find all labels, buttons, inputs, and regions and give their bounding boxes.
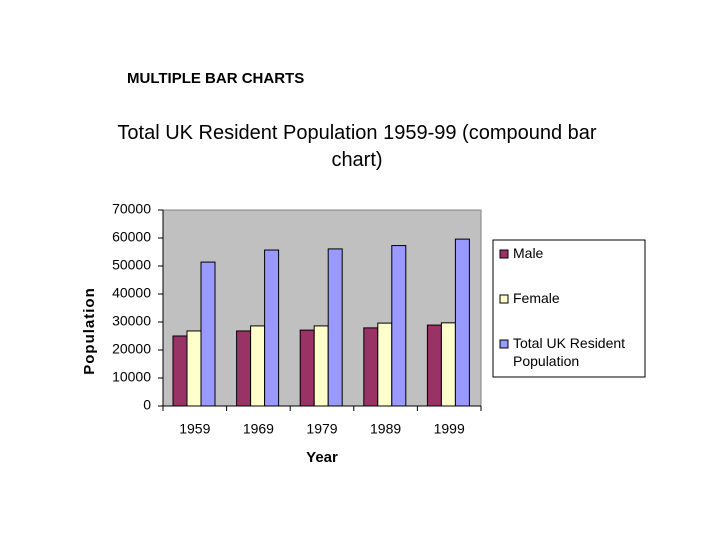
y-tick-label: 50000: [112, 257, 151, 273]
x-tick-label: 1969: [243, 421, 274, 437]
heading: MULTIPLE BAR CHARTS: [127, 70, 305, 87]
bar: [236, 330, 252, 407]
bar: [172, 335, 188, 407]
y-tick-label: 20000: [112, 341, 151, 357]
y-tick-label: 0: [143, 397, 151, 413]
bar: [377, 322, 393, 407]
y-axis-label: Population: [81, 287, 98, 375]
x-tick-label: 1979: [306, 421, 337, 437]
bar: [264, 249, 280, 407]
bar: [313, 325, 329, 407]
legend-box: [492, 239, 646, 378]
bar: [454, 238, 470, 407]
bar: [200, 261, 216, 407]
legend-swatch: [499, 339, 509, 349]
bar: [327, 248, 343, 407]
x-tick-label: 1999: [434, 421, 465, 437]
legend-label: Female: [513, 290, 560, 306]
y-tick-label: 30000: [112, 313, 151, 329]
legend-swatch: [499, 249, 509, 259]
legend-label: Total UK Resident Population: [513, 335, 626, 369]
bar: [186, 330, 202, 407]
x-axis-label: Year: [306, 449, 338, 466]
y-tick-label: 10000: [112, 369, 151, 385]
legend-swatch: [499, 294, 509, 304]
x-tick-label: 1959: [179, 421, 210, 437]
bar: [363, 327, 379, 407]
bar: [250, 325, 266, 407]
bar: [440, 322, 456, 407]
bar: [426, 324, 442, 407]
legend-label: Male: [513, 245, 544, 261]
x-tick-label: 1989: [370, 421, 401, 437]
y-tick-label: 70000: [112, 201, 151, 217]
y-tick-label: 60000: [112, 229, 151, 245]
chart-title: Total UK Resident Population 1959-99 (co…: [117, 122, 597, 171]
bar: [391, 245, 407, 407]
y-tick-label: 40000: [112, 285, 151, 301]
bar: [299, 329, 315, 407]
